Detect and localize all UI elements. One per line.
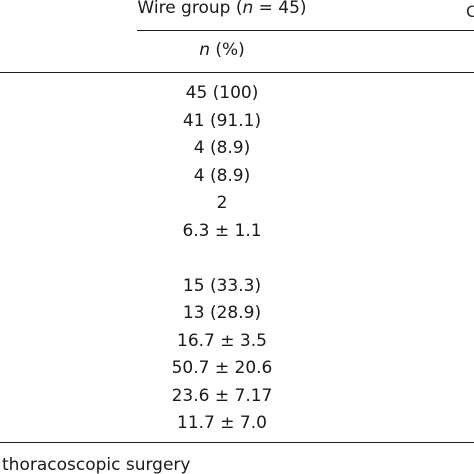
table-cell: 4 (8.9) [193,138,251,158]
clipped-next-column-header: C [466,4,474,18]
table-cell: 23.6 ± 7.17 [171,386,273,406]
n-percent-header: n (%) [199,40,245,60]
table-cell: 11.7 ± 7.0 [177,413,267,433]
wire-group-suffix: = 45) [253,0,307,18]
percent-label: (%) [209,40,245,60]
table-footnote: thoracoscopic surgery [2,455,191,474]
table-cell: 4 (8.9) [193,166,251,186]
wire-group-n-symbol: n [242,0,254,18]
table-cell: 13 (28.9) [182,303,262,323]
table-cell: 45 (100) [185,83,259,103]
table-cell: 15 (33.3) [182,276,262,296]
table-cell: 50.7 ± 20.6 [171,358,273,378]
wire-group-prefix: Wire group ( [137,0,243,18]
column-header-rule [0,72,474,73]
table-bottom-rule [0,442,474,443]
table-cell: 2 [216,193,228,213]
table-cell: 16.7 ± 3.5 [177,331,267,351]
table-cell: 6.3 ± 1.1 [182,221,262,241]
group-header-rule [137,30,474,31]
table-cell: 41 (91.1) [182,111,262,131]
wire-group-header: Wire group (n = 45) [137,0,306,18]
n-symbol: n [199,40,210,60]
